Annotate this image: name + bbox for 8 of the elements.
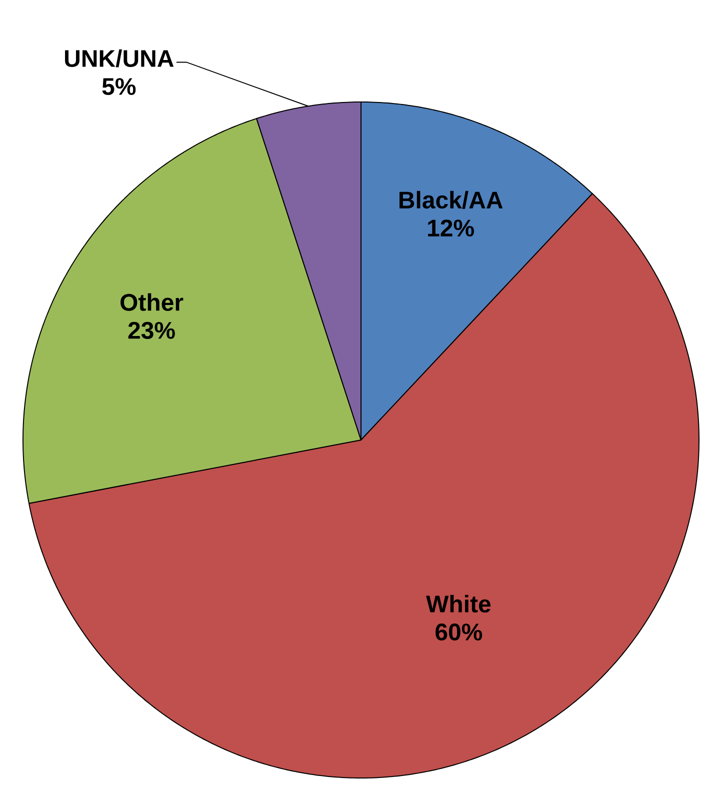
slice-label: White — [426, 594, 491, 613]
data-label: 12% — [428, 220, 474, 237]
slice-label: UNK/UNA — [65, 49, 174, 68]
slice-label: Other — [120, 293, 184, 311]
data-label: 60% — [436, 624, 482, 641]
slice-label: Black/AA — [400, 190, 503, 209]
data-label: 23% — [128, 322, 175, 339]
data-label: 5% — [102, 78, 136, 96]
